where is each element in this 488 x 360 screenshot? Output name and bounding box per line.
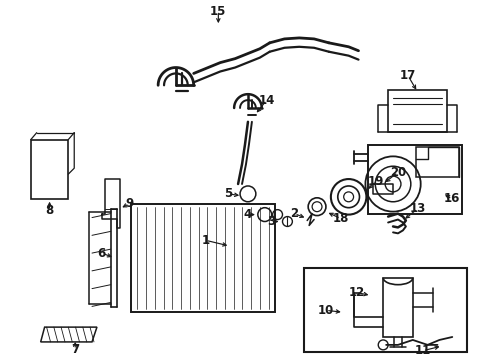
Text: 9: 9 (125, 197, 133, 210)
Text: 6: 6 (98, 247, 106, 260)
Text: 15: 15 (210, 5, 226, 18)
Text: 10: 10 (317, 304, 333, 317)
Bar (415, 148, 458, 177)
Text: 20: 20 (389, 166, 405, 179)
Text: 13: 13 (409, 202, 425, 215)
Bar (383, 278, 412, 337)
Text: 3: 3 (267, 215, 275, 228)
Text: 17: 17 (399, 69, 415, 82)
Text: 19: 19 (367, 175, 384, 188)
Text: 8: 8 (45, 204, 54, 217)
Text: 5: 5 (224, 187, 232, 201)
Text: 16: 16 (443, 192, 460, 205)
Text: 2: 2 (290, 207, 298, 220)
Text: 11: 11 (414, 344, 430, 357)
Text: 1: 1 (201, 234, 209, 247)
Bar (367, 144, 461, 213)
Bar (387, 90, 447, 132)
Text: 4: 4 (244, 208, 252, 221)
Bar (131, 204, 274, 312)
Bar (31, 140, 68, 199)
Text: 14: 14 (258, 94, 274, 107)
Text: 18: 18 (332, 212, 348, 225)
Text: 7: 7 (71, 343, 79, 356)
Text: 12: 12 (347, 286, 364, 299)
Bar (304, 268, 466, 352)
